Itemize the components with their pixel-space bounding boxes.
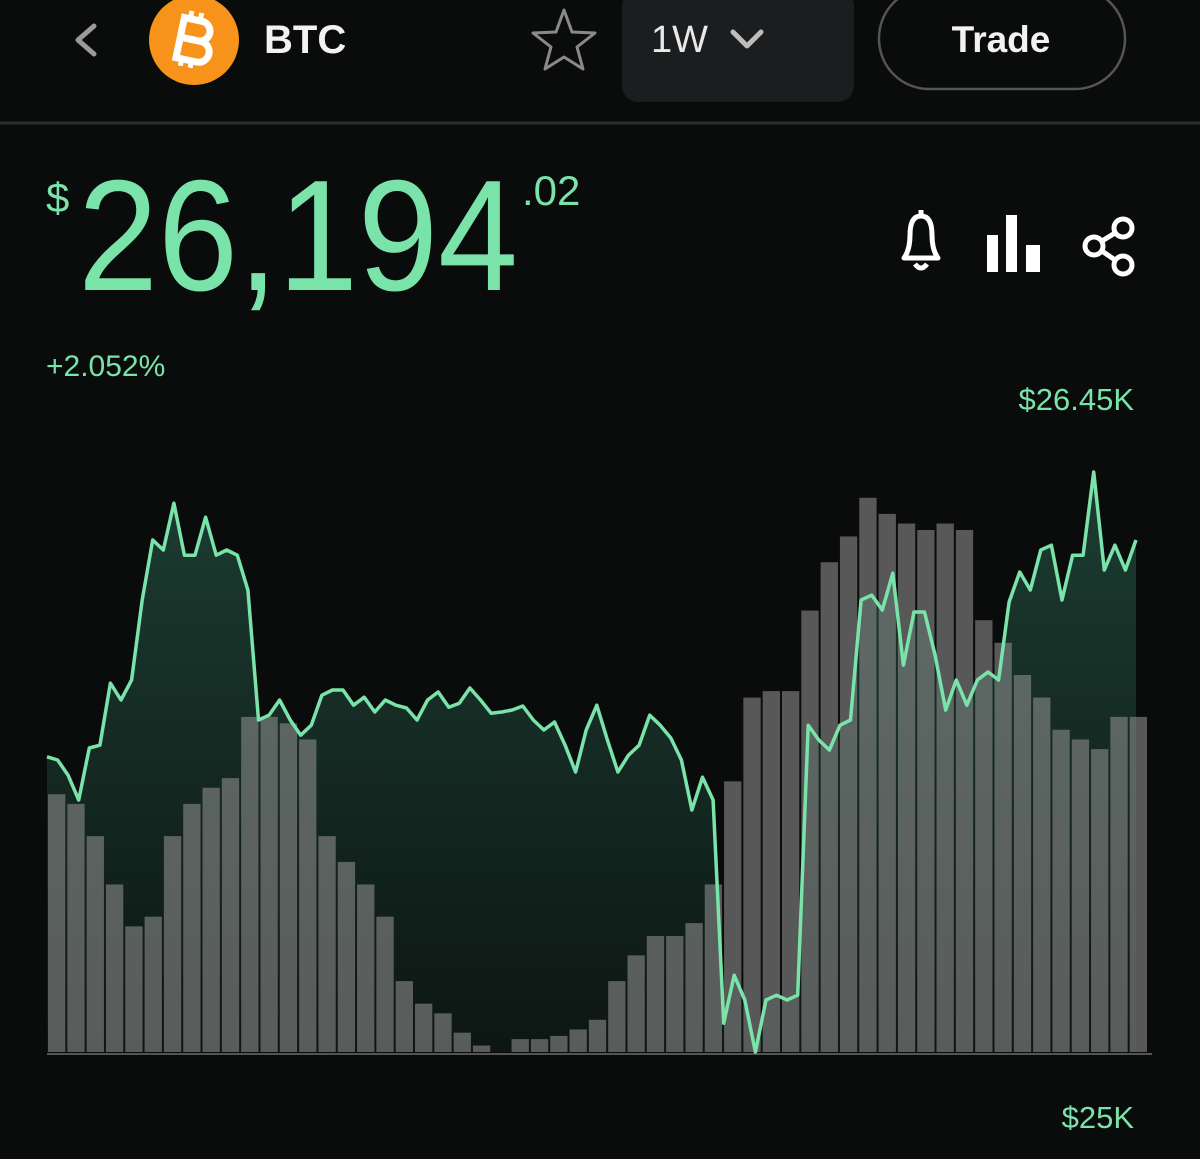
volume-bar xyxy=(472,1045,491,1052)
volume-bar xyxy=(453,1032,471,1052)
volume-bar xyxy=(975,620,993,1052)
symbol: BTC xyxy=(264,18,346,62)
volume-bar xyxy=(955,530,974,1052)
share-icon[interactable] xyxy=(1082,216,1135,277)
volume-bar xyxy=(318,836,336,1052)
volume-bar xyxy=(588,1019,607,1052)
volume-bar xyxy=(279,723,298,1052)
volume-bar xyxy=(1091,749,1109,1052)
low-label: $25K xyxy=(1062,1100,1135,1135)
volume-bar xyxy=(183,803,201,1052)
volume-bar xyxy=(743,697,761,1052)
volume-bar xyxy=(376,916,394,1052)
price-change: +2.052% xyxy=(46,350,165,383)
volume-bar xyxy=(839,536,858,1052)
plot xyxy=(46,470,1152,1055)
volume-bar xyxy=(260,716,278,1052)
high-label: $26.45K xyxy=(1019,382,1135,417)
trade-label: Trade xyxy=(952,19,1051,60)
volume-bar xyxy=(801,610,819,1052)
volume-bar xyxy=(1033,697,1051,1052)
volume-bar xyxy=(1071,739,1090,1052)
volume-bar xyxy=(299,739,317,1052)
coin-icon xyxy=(149,0,239,85)
price-whole: 26,194 xyxy=(78,148,518,324)
volume-bar xyxy=(105,884,124,1052)
dropdown-chevron xyxy=(730,29,764,49)
currency: $ xyxy=(46,174,69,221)
volume-bar xyxy=(782,691,800,1052)
volume-bar xyxy=(569,1029,587,1052)
volume-bar xyxy=(144,916,162,1052)
chart-type-icon[interactable] xyxy=(987,215,1040,272)
volume-bar xyxy=(434,1013,452,1052)
volume-bar xyxy=(1129,716,1147,1052)
volume-bar xyxy=(820,562,838,1052)
volume-bar xyxy=(666,936,684,1052)
volume-bar xyxy=(859,497,877,1052)
volume-bar xyxy=(608,981,626,1052)
volume-bar xyxy=(202,787,220,1052)
volume-bar xyxy=(897,523,916,1052)
volume-bar xyxy=(86,836,104,1052)
volume-bar xyxy=(878,513,896,1052)
trade-button[interactable] xyxy=(877,0,1127,91)
volume-bar xyxy=(357,884,375,1052)
back-button[interactable] xyxy=(75,23,97,57)
volume-bar xyxy=(917,530,935,1052)
volume-bar xyxy=(395,981,413,1052)
volume-bar xyxy=(415,1003,433,1052)
volume-bar xyxy=(125,926,143,1052)
volume-bar xyxy=(627,955,645,1052)
timeframe-dropdown[interactable] xyxy=(622,0,854,102)
volume-bar xyxy=(550,1035,568,1052)
volume-bar xyxy=(530,1039,549,1052)
volume-bar xyxy=(1110,716,1128,1052)
volume-bar xyxy=(67,803,85,1052)
timeframe: 1W xyxy=(651,19,708,61)
volume-bar xyxy=(221,778,240,1052)
volume-bar xyxy=(163,836,182,1052)
volume-bar xyxy=(48,794,66,1052)
price-line xyxy=(46,470,1138,1054)
favorite-star[interactable] xyxy=(531,8,597,71)
volume-bar xyxy=(762,691,780,1052)
volume-bar xyxy=(936,523,954,1052)
alert-icon[interactable] xyxy=(901,210,941,271)
volume-bar xyxy=(646,936,665,1052)
volume-bar xyxy=(994,642,1012,1052)
volume-bar xyxy=(511,1039,529,1052)
price-cents: .02 xyxy=(522,167,580,214)
volume-bar xyxy=(241,716,259,1052)
volume-bar xyxy=(1052,729,1070,1052)
volume-bar xyxy=(1013,675,1032,1052)
volume-bar xyxy=(337,861,356,1052)
volume-bar xyxy=(685,923,703,1052)
